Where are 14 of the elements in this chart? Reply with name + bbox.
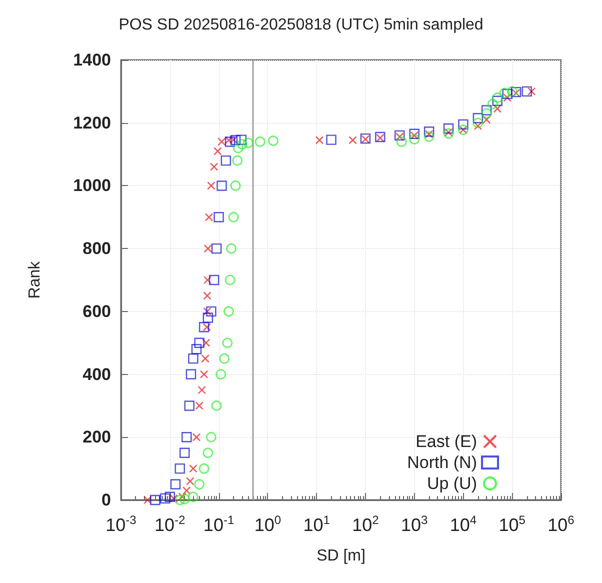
y-tick-label: 0 xyxy=(102,490,111,510)
y-tick-label: 800 xyxy=(82,239,111,258)
legend-label: Up (U) xyxy=(426,474,477,493)
y-tick-label: 400 xyxy=(82,364,111,384)
y-tick-label: 200 xyxy=(82,428,111,447)
y-tick-label: 1400 xyxy=(73,50,111,70)
legend-label: North (N) xyxy=(407,453,477,472)
legend-label: East (E) xyxy=(416,432,477,451)
y-tick-label: 1000 xyxy=(73,176,111,196)
x-axis-title: SD [m] xyxy=(316,548,366,564)
y-tick-label: 600 xyxy=(82,302,111,321)
chart-title: POS SD 20250816-20250818 (UTC) 5min sampled xyxy=(118,16,484,34)
y-tick-label: 1200 xyxy=(73,113,111,132)
y-axis-title: Rank xyxy=(26,260,44,299)
